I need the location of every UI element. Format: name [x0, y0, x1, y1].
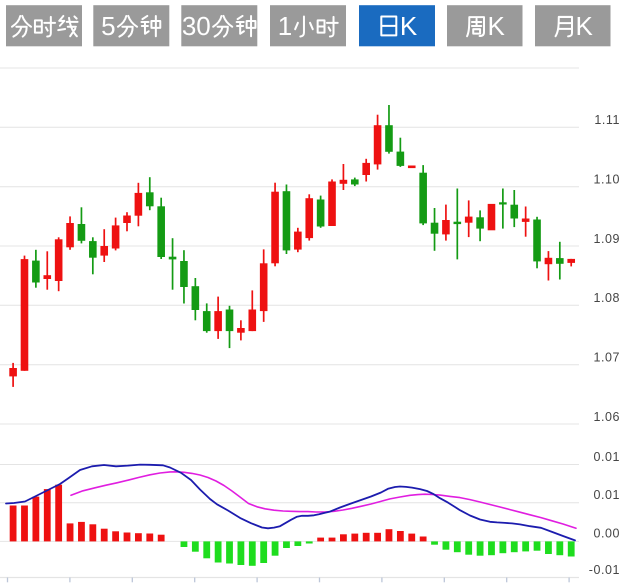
svg-text:1.11: 1.11	[594, 113, 620, 127]
svg-text:1: 1	[278, 11, 292, 41]
svg-text:1.09: 1.09	[593, 232, 620, 246]
svg-text:0.01: 0.01	[593, 450, 620, 464]
svg-text:K: K	[400, 11, 418, 41]
svg-text:K: K	[576, 11, 594, 41]
svg-text:1.07: 1.07	[593, 351, 620, 365]
svg-text:K: K	[488, 11, 506, 41]
svg-text:1.06: 1.06	[593, 410, 620, 424]
svg-text:0: 0	[196, 11, 210, 41]
svg-text:5: 5	[101, 11, 115, 41]
svg-text:1.10: 1.10	[593, 173, 620, 187]
svg-text:0.00: 0.00	[593, 527, 620, 541]
svg-text:-0.01: -0.01	[589, 563, 620, 577]
svg-text:1.08: 1.08	[593, 291, 620, 305]
svg-text:0.01: 0.01	[593, 488, 620, 502]
svg-text:3: 3	[182, 11, 196, 41]
